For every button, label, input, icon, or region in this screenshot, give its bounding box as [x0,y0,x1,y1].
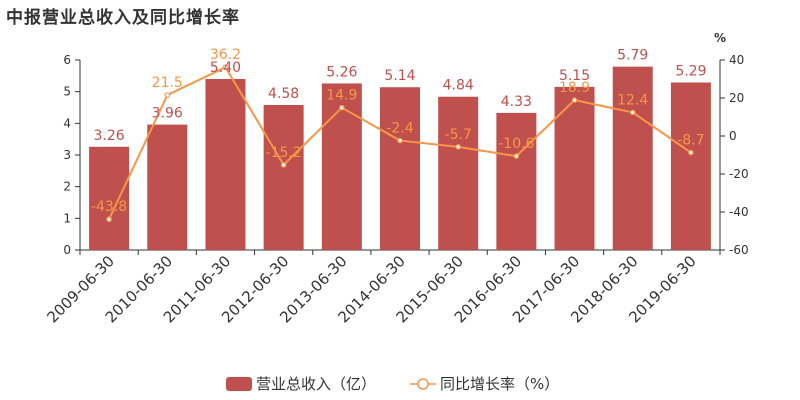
y-left-tick-label: 5 [63,85,71,99]
growth-value-label: 12.4 [617,92,648,108]
bar [380,87,420,250]
bar [321,83,362,250]
bar [263,104,304,250]
growth-value-label: 36.2 [210,47,241,63]
growth-point [280,162,287,168]
y-right-tick-label: 40 [729,53,744,67]
growth-point [164,92,171,98]
bars-layer [89,66,711,251]
bar [438,96,479,250]
bar [612,66,653,251]
bar-value-label: 5.15 [559,68,590,84]
y-left-tick-label: 1 [63,211,71,225]
bar [89,146,130,250]
growth-value-label: -10.6 [498,136,534,152]
bar-value-label: 4.58 [268,86,299,102]
line-layer [106,64,694,223]
bar [670,82,711,250]
chart-title: 中报营业总收入及同比增长率 [6,8,240,28]
legend-line-marker [417,378,429,390]
bar-value-label: 4.33 [501,94,532,110]
growth-point [397,137,403,144]
y-right-unit: % [714,31,726,45]
labels-layer: 3.26 3.96 5.40 4.58 5.26 5.14 4.84 4.33 5.15 5.79… [91,47,707,215]
y-left-tick-label: 2 [63,180,71,194]
y-right-tick-label: -20 [729,167,749,181]
bar-value-label: 3.26 [94,128,125,144]
growth-value-label: 21.5 [152,75,183,91]
y-right-tick-label: -60 [729,243,749,257]
y-left-tick-label: 6 [63,53,71,67]
growth-point [106,216,112,223]
legend-bar-swatch [226,377,252,391]
growth-point [629,109,636,116]
growth-point [571,97,578,103]
bar [496,112,537,250]
legend-bar-label: 营业总收入（亿） [256,375,376,393]
growth-value-label: -15.2 [266,145,302,161]
legend-line-label: 同比增长率（%） [440,375,559,393]
growth-value-label: -8.7 [677,133,704,149]
bar-value-label: 5.40 [210,60,241,76]
growth-point [455,144,461,150]
bar [205,79,246,250]
growth-value-label: -2.4 [386,121,413,137]
growth-value-label: -43.8 [91,199,127,215]
y-right-tick-label: 20 [729,91,744,105]
growth-value-label: -5.7 [445,127,472,143]
bar [147,124,188,250]
growth-point [513,153,520,159]
y-left-tick-label: 3 [63,148,71,162]
bar-value-label: 5.14 [384,68,415,84]
bar-value-label: 5.29 [675,63,706,79]
bar-value-label: 3.96 [152,106,183,122]
bar [554,86,595,251]
bar-value-label: 4.84 [443,78,474,94]
growth-value-label: 14.9 [326,88,357,104]
growth-point [222,64,229,71]
y-right-tick-label: 0 [729,129,737,143]
growth-point [339,104,345,111]
y-right-tick-label: -40 [729,205,749,219]
bar-value-label: 5.26 [326,64,357,80]
legend[interactable]: 营业总收入（亿） 同比增长率（%） [226,375,559,393]
growth-point [688,149,694,156]
growth-value-label: 18.9 [559,80,590,96]
y-left-tick-label: 0 [63,243,71,257]
bar-value-label: 5.79 [617,48,648,64]
y-left-tick-label: 4 [63,116,71,130]
